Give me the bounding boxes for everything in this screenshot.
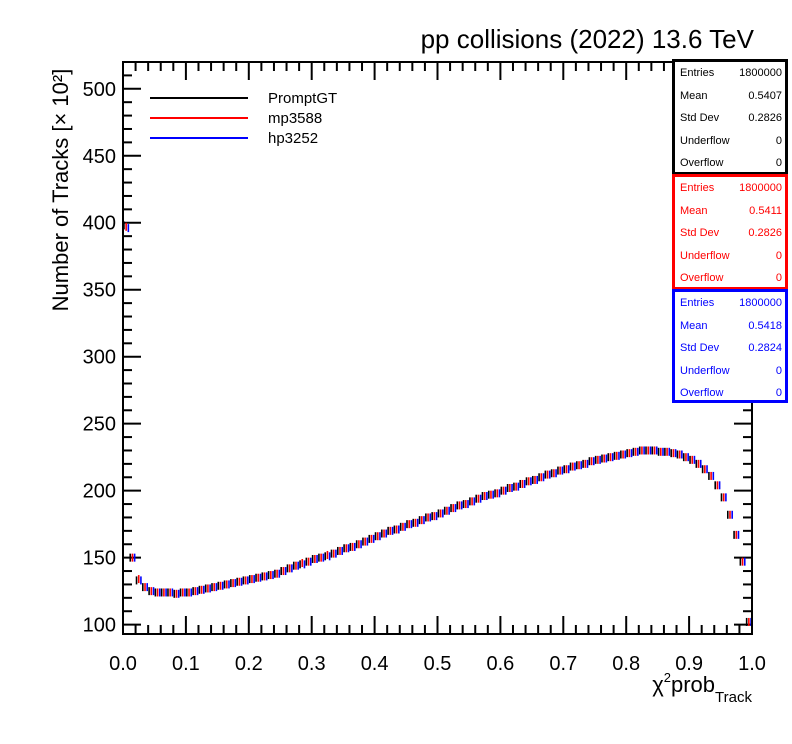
x-tick-label: 0.6	[486, 653, 514, 675]
stat-label: Entries	[680, 67, 715, 79]
stat-label: Mean	[680, 319, 708, 332]
stat-row: Std Dev 0.2826	[680, 110, 782, 133]
x-tick-label: 0.0	[109, 653, 137, 675]
stat-label: Underflow	[680, 134, 730, 147]
x-tick-label: 0.8	[612, 653, 640, 675]
x-axis-label-sub: Track	[715, 689, 752, 706]
stat-value: 0.5407	[748, 89, 782, 102]
y-tick-label: 450	[83, 146, 116, 168]
x-axis-label-sup: 2	[663, 670, 671, 685]
y-tick-label: 200	[83, 481, 116, 503]
stat-label: Overflow	[680, 272, 724, 285]
stat-row: Entries 1800000	[680, 180, 782, 203]
x-tick-label: 0.5	[424, 653, 452, 675]
x-tick-label: 0.1	[172, 653, 200, 675]
x-axis-label-main: χ	[652, 672, 664, 697]
y-tick-label: 100	[83, 615, 116, 637]
x-tick-label: 0.4	[361, 653, 389, 675]
stat-row: Overflow 0	[680, 155, 782, 178]
stat-label: Mean	[680, 89, 708, 102]
data-marks	[123, 221, 752, 626]
stat-row: Std Dev 0.2824	[680, 340, 782, 363]
stat-row: Mean 0.5418	[680, 318, 782, 341]
stat-box-0: Entries 1800000 Mean 0.5407 Std Dev 0.2826 …	[672, 59, 788, 175]
stat-row: Std Dev 0.2826	[680, 225, 782, 248]
stat-value: 0	[775, 134, 782, 147]
stat-value: 1800000	[739, 182, 782, 194]
legend-label-0: PromptGT	[268, 89, 338, 107]
stat-row: Entries 1800000	[680, 65, 782, 88]
legend-label-1: mp3588	[268, 109, 323, 127]
stat-row: Overflow 0	[680, 270, 782, 293]
chart-title: pp collisions (2022) 13.6 TeV	[420, 24, 754, 54]
y-tick-label: 400	[83, 213, 116, 235]
y-tick-label: 150	[83, 548, 116, 570]
x-axis-label-mid: prob	[671, 672, 716, 697]
stat-label: Underflow	[680, 364, 730, 377]
stat-row: Overflow 0	[680, 385, 782, 408]
stat-value: 0.2826	[748, 227, 782, 240]
legend-swatch-0	[150, 97, 248, 99]
stat-label: Underflow	[680, 249, 730, 262]
stat-value: 0	[775, 157, 782, 170]
axis-tick-labels: 0.0 0.1 0.2 0.3 0.4 0.5 0.6 0.7 0.8 0.9 1.0 100 150 2…	[83, 79, 766, 675]
legend: PromptGT mp3588 hp3252	[150, 88, 337, 148]
stat-label: Mean	[680, 204, 708, 217]
stat-label: Overflow	[680, 157, 724, 170]
x-tick-label: 0.2	[235, 653, 263, 675]
stat-row: Underflow 0	[680, 133, 782, 156]
stat-label: Std Dev	[680, 112, 720, 125]
stat-value: 0	[775, 387, 782, 400]
stat-label: Entries	[680, 297, 715, 309]
y-tick-label: 350	[83, 280, 116, 302]
stat-label: Std Dev	[680, 227, 720, 240]
stat-row: Underflow 0	[680, 248, 782, 271]
x-axis-label: χ2probTrack	[652, 670, 752, 706]
y-axis-label: Number of Tracks [× 10²]	[48, 68, 73, 312]
stat-label: Entries	[680, 182, 715, 194]
x-tick-label: 1.0	[738, 653, 766, 675]
x-tick-label: 0.9	[675, 653, 703, 675]
stat-value: 0.5418	[748, 319, 782, 332]
legend-entry: mp3588	[150, 108, 337, 128]
stat-value: 0.2826	[748, 112, 782, 125]
y-tick-label: 300	[83, 347, 116, 369]
legend-entry: PromptGT	[150, 88, 337, 108]
legend-swatch-2	[150, 137, 248, 139]
stat-value: 0.5411	[749, 204, 782, 217]
stat-row: Entries 1800000	[680, 295, 782, 318]
y-tick-label: 500	[83, 79, 116, 101]
stat-value: 0	[775, 249, 782, 262]
stat-label: Std Dev	[680, 342, 720, 355]
legend-label-2: hp3252	[268, 129, 319, 147]
x-tick-label: 0.7	[549, 653, 577, 675]
stat-row: Mean 0.5411	[680, 203, 782, 226]
y-tick-label: 250	[83, 414, 116, 436]
legend-entry: hp3252	[150, 128, 337, 148]
stat-row: Underflow 0	[680, 363, 782, 386]
stat-row: Mean 0.5407	[680, 88, 782, 111]
stat-value: 0	[775, 364, 782, 377]
stat-box-1: Entries 1800000 Mean 0.5411 Std Dev 0.2826 …	[672, 174, 788, 290]
stat-label: Overflow	[680, 387, 724, 400]
stat-value: 1800000	[739, 67, 782, 79]
stat-value: 0.2824	[748, 342, 782, 355]
stat-value: 0	[775, 272, 782, 285]
legend-swatch-1	[150, 117, 248, 119]
stat-box-2: Entries 1800000 Mean 0.5418 Std Dev 0.2824 …	[672, 289, 788, 403]
stat-value: 1800000	[739, 297, 782, 309]
x-tick-label: 0.3	[298, 653, 326, 675]
